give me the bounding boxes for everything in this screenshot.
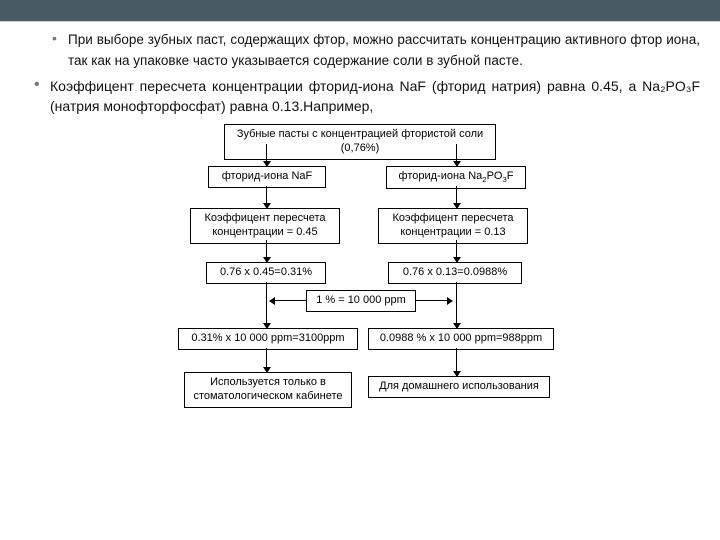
title-bar [0, 0, 720, 22]
flow-arrow-h-1 [416, 300, 452, 301]
flow-arrow-v-5 [456, 240, 457, 262]
content-area: При выборе зубных паст, содержащих фтор,… [0, 22, 720, 459]
flow-arrow-v-8 [266, 348, 267, 372]
flow-node-coef_r: Коэффицент пересчета концентрации = 0.13 [378, 208, 528, 244]
flow-node-mult_l: 0.76 х 0.45=0.31% [206, 262, 326, 284]
flow-arrow-v-9 [456, 348, 457, 376]
flow-node-ion_l: фторид-иона NaF [208, 166, 326, 188]
flow-node-use_l: Используется только в стоматологическом … [184, 372, 352, 408]
flow-node-mult_r: 0.76 х 0.13=0.0988% [388, 262, 522, 284]
flow-node-coef_l: Коэффицент пересчета концентрации = 0.45 [190, 208, 340, 244]
flow-arrow-v-3 [456, 186, 457, 208]
flow-arrow-v-7 [456, 282, 457, 328]
flow-arrow-v-2 [266, 186, 267, 208]
flow-node-res_r: 0.0988 % х 10 000 ppm=988ppm [368, 328, 554, 350]
flow-node-use_r: Для домашнего использования [368, 376, 550, 398]
flow-arrow-v-6 [266, 282, 267, 328]
flow-node-ppm: 1 % = 10 000 ppm [306, 290, 416, 312]
bullet-outer-text: Коэффицент пересчета концентрации фторид… [50, 76, 700, 117]
flowchart: Зубные пасты с концентрацией фтористой с… [150, 124, 570, 459]
flow-arrow-v-4 [266, 240, 267, 262]
flow-arrow-h-0 [270, 300, 306, 301]
flow-arrow-v-0 [266, 144, 267, 166]
bullet-inner-text: При выборе зубных паст, содержащих фтор,… [68, 30, 700, 72]
flow-arrow-v-1 [456, 144, 457, 166]
flow-node-res_l: 0.31% х 10 000 ppm=3100ppm [178, 328, 358, 350]
